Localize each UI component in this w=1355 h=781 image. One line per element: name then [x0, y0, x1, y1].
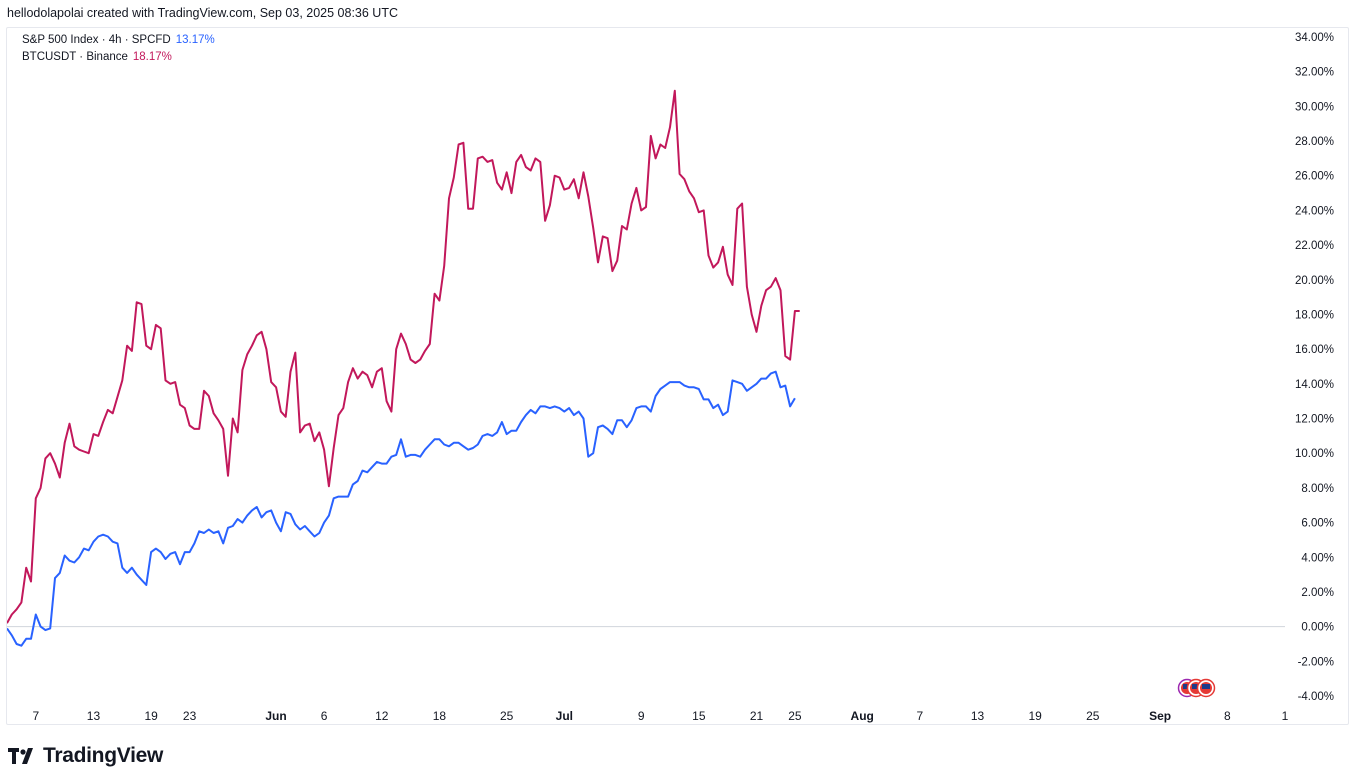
x-tick-label: 12 — [375, 709, 389, 723]
y-tick-label: 2.00% — [1301, 587, 1334, 599]
series-layer — [7, 89, 800, 647]
x-axis[interactable]: 7 13 19 23 Jun 6 12 18 25 Jul 9 15 21 25 Aug 7 13 19 25 Sep… — [32, 709, 1288, 723]
economic-event-badge-3[interactable] — [1196, 678, 1216, 698]
y-tick-label: 14.00% — [1295, 379, 1334, 391]
x-tick-label: 23 — [183, 709, 197, 723]
y-tick-label: 0.00% — [1301, 622, 1334, 634]
y-tick-label: 22.00% — [1295, 240, 1334, 252]
y-tick-label: 10.00% — [1295, 448, 1334, 460]
x-tick-label: 15 — [692, 709, 706, 723]
legend-label-spx: S&P 500 Index · 4h · SPCFD — [22, 34, 171, 46]
y-tick-label: 16.00% — [1295, 344, 1334, 356]
tradingview-logo-icon — [8, 748, 33, 764]
y-tick-label: 26.00% — [1295, 171, 1334, 183]
legend-item-spx[interactable]: S&P 500 Index · 4h · SPCFD 13.17% — [22, 34, 215, 46]
x-tick-label: 1 — [1282, 709, 1289, 723]
price-chart[interactable]: 34.00% 32.00% 30.00% 28.00% 26.00% 24.00% 22.0… — [7, 28, 1350, 726]
x-tick-label: 13 — [87, 709, 101, 723]
x-tick-label: 25 — [1086, 709, 1100, 723]
y-tick-label: 34.00% — [1295, 32, 1334, 44]
x-tick-label: 19 — [144, 709, 158, 723]
tradingview-logo[interactable]: TradingView — [8, 744, 163, 768]
x-tick-label: 7 — [32, 709, 39, 723]
y-tick-label: 18.00% — [1295, 309, 1334, 321]
y-tick-label: 28.00% — [1295, 136, 1334, 148]
tradingview-logo-text: TradingView — [43, 744, 164, 767]
chart-frame: 34.00% 32.00% 30.00% 28.00% 26.00% 24.00% 22.0… — [6, 27, 1349, 725]
y-tick-label: 24.00% — [1295, 205, 1334, 217]
y-tick-label: 8.00% — [1301, 483, 1334, 495]
y-tick-label: 20.00% — [1295, 275, 1334, 287]
y-tick-label: 6.00% — [1301, 518, 1334, 530]
y-tick-label: -2.00% — [1298, 656, 1334, 668]
x-tick-label: 13 — [971, 709, 985, 723]
legend-value-spx: 13.17% — [175, 34, 215, 46]
x-tick-label: 21 — [750, 709, 764, 723]
x-tick-label: 9 — [638, 709, 645, 723]
legend-value-btc: 18.17% — [132, 51, 172, 63]
x-tick-label: 7 — [917, 709, 924, 723]
x-tick-label: Aug — [851, 709, 874, 723]
y-tick-label: 30.00% — [1295, 101, 1334, 113]
x-tick-label: 18 — [433, 709, 447, 723]
x-tick-label: 19 — [1028, 709, 1042, 723]
x-tick-label: 25 — [500, 709, 514, 723]
x-tick-label: Jul — [556, 709, 573, 723]
chart-caption: hellodolapolai created with TradingView.… — [7, 6, 398, 20]
x-tick-label: 6 — [321, 709, 328, 723]
legend-item-btc[interactable]: BTCUSDT · Binance 18.17% — [22, 51, 172, 63]
x-tick-label: Sep — [1149, 709, 1171, 723]
x-tick-label: 8 — [1224, 709, 1231, 723]
x-tick-label: Jun — [265, 709, 286, 723]
btcusdt-series-line[interactable] — [7, 89, 800, 624]
y-tick-label: 4.00% — [1301, 552, 1334, 564]
y-tick-label: 32.00% — [1295, 67, 1334, 79]
y-tick-label: 12.00% — [1295, 414, 1334, 426]
x-tick-label: 25 — [788, 709, 802, 723]
legend-label-btc: BTCUSDT · Binance — [22, 51, 128, 63]
y-axis[interactable]: 34.00% 32.00% 30.00% 28.00% 26.00% 24.00% 22.0… — [1295, 32, 1334, 703]
y-tick-label: -4.00% — [1298, 691, 1334, 703]
spx-series-line[interactable] — [7, 370, 796, 647]
event-badges[interactable] — [1177, 678, 1216, 698]
